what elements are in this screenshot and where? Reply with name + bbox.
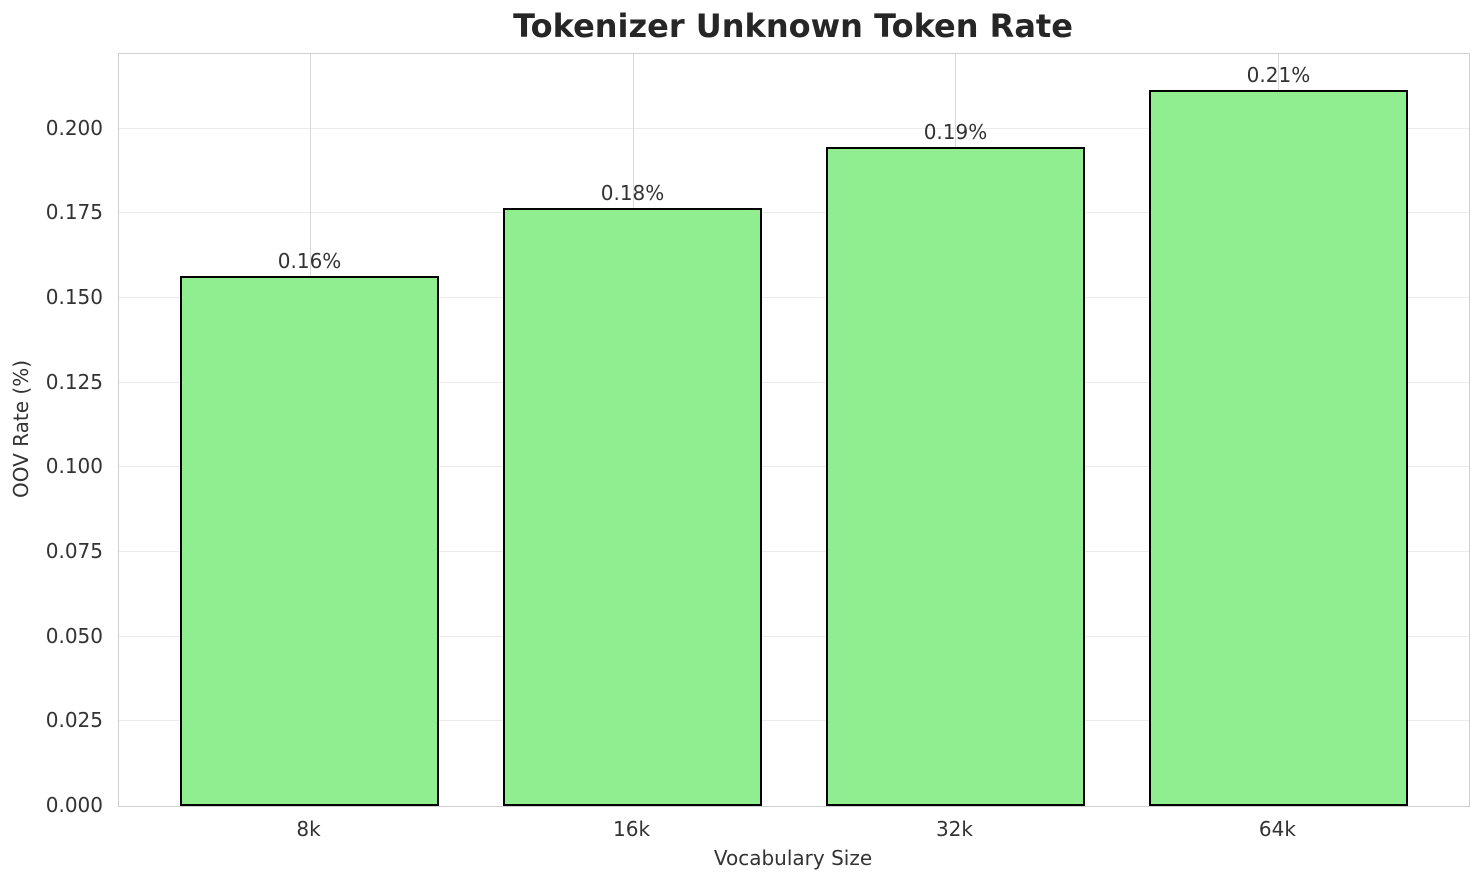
y-tick-label: 0.025 (45, 708, 103, 733)
y-tick-label: 0.000 (45, 793, 103, 817)
x-tick-label: 16k (613, 817, 651, 841)
x-tick-label: 64k (1258, 817, 1296, 841)
bar-8k (180, 275, 439, 806)
x-axis-label: Vocabulary Size (713, 846, 873, 870)
x-tick-label: 8k (296, 817, 321, 841)
bar-value-label: 0.19% (923, 119, 988, 144)
bar-16k (503, 207, 762, 806)
x-tick-label: 32k (935, 817, 973, 841)
y-tick-label: 0.200 (45, 115, 103, 140)
plot-area: 0.16% 0.18% 0.19% 0.21% (118, 53, 1470, 807)
horizontal-gridline (119, 466, 1469, 468)
horizontal-gridline (119, 720, 1469, 722)
horizontal-gridline (119, 381, 1469, 383)
bar-value-label: 0.16% (277, 248, 342, 273)
y-tick-label: 0.125 (45, 369, 103, 394)
bar-value-label: 0.21% (1246, 62, 1311, 87)
y-tick-label: 0.050 (45, 623, 103, 648)
y-tick-label: 0.150 (45, 285, 103, 310)
bar-64k (1149, 89, 1408, 806)
horizontal-gridline (119, 127, 1469, 129)
y-tick-label: 0.075 (45, 539, 103, 564)
y-tick-label: 0.175 (45, 200, 103, 225)
horizontal-gridline (119, 635, 1469, 637)
bar-value-label: 0.18% (600, 180, 665, 205)
chart-title: Tokenizer Unknown Token Rate (513, 7, 1073, 45)
horizontal-gridline (119, 297, 1469, 299)
horizontal-gridline (119, 212, 1469, 214)
horizontal-gridline (119, 551, 1469, 553)
bar-32k (826, 146, 1085, 806)
y-tick-label: 0.100 (45, 454, 103, 479)
